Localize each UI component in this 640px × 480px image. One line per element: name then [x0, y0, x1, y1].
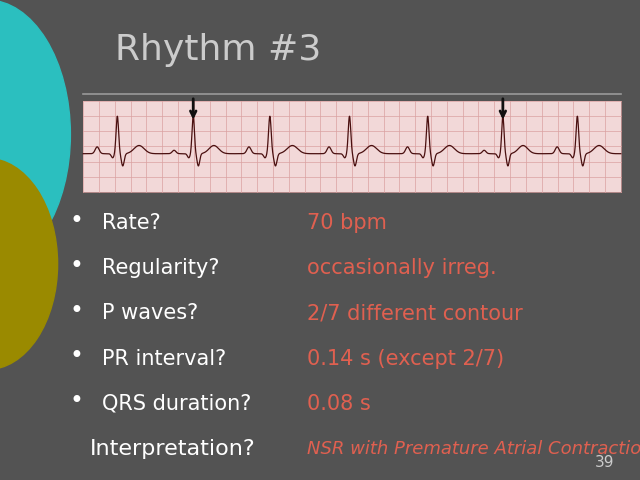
- Text: •: •: [70, 344, 84, 368]
- Text: Interpretation?: Interpretation?: [90, 439, 255, 459]
- Ellipse shape: [0, 0, 70, 269]
- Text: NSR with Premature Atrial Contractions: NSR with Premature Atrial Contractions: [307, 440, 640, 458]
- Text: Regularity?: Regularity?: [102, 258, 220, 278]
- Text: •: •: [70, 209, 84, 233]
- Text: 2/7 different contour: 2/7 different contour: [307, 303, 523, 324]
- Text: Rate?: Rate?: [102, 213, 161, 233]
- Text: PR interval?: PR interval?: [102, 348, 227, 369]
- Text: 0.14 s (except 2/7): 0.14 s (except 2/7): [307, 348, 504, 369]
- Text: 39: 39: [595, 456, 614, 470]
- Text: Rhythm #3: Rhythm #3: [115, 34, 321, 67]
- Text: P waves?: P waves?: [102, 303, 198, 324]
- Text: 0.08 s: 0.08 s: [307, 394, 371, 414]
- Text: •: •: [70, 389, 84, 413]
- Text: •: •: [70, 254, 84, 278]
- Text: QRS duration?: QRS duration?: [102, 394, 252, 414]
- Text: •: •: [70, 299, 84, 323]
- Bar: [83, 101, 621, 192]
- Ellipse shape: [0, 158, 58, 370]
- Text: 70 bpm: 70 bpm: [307, 213, 387, 233]
- Text: occasionally irreg.: occasionally irreg.: [307, 258, 497, 278]
